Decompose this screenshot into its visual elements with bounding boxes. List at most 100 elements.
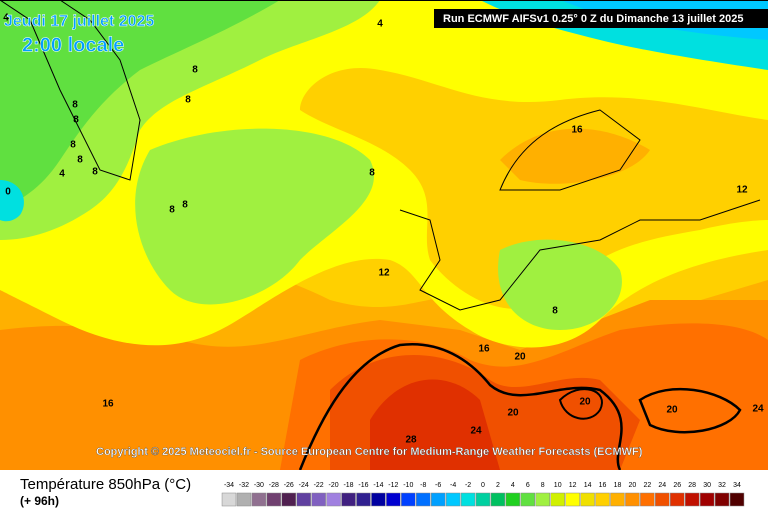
scale-label: 10 — [554, 482, 562, 489]
scale-label: 4 — [511, 482, 515, 489]
scale-label: -2 — [465, 482, 471, 489]
scale-label: -18 — [343, 482, 353, 489]
scale-label: 14 — [584, 482, 592, 489]
scale-swatch — [460, 492, 476, 507]
contour-label: 8 — [192, 65, 198, 76]
scale-label: -34 — [224, 482, 234, 489]
scale-swatch — [520, 492, 536, 507]
scale-label: 30 — [703, 482, 711, 489]
scale-swatch — [341, 492, 356, 507]
scale-swatch — [221, 492, 237, 507]
contour-label: 20 — [507, 408, 519, 419]
scale-swatch — [236, 492, 252, 507]
scale-label: -14 — [373, 482, 383, 489]
contour-label: 16 — [571, 125, 583, 136]
contour-label: 28 — [405, 435, 417, 446]
scale-swatch — [640, 492, 655, 507]
scale-swatch — [326, 492, 341, 507]
contour-labels: 4 4 8 8 8 8 8 8 8 4 0 8 8 8 16 12 12 8 1… — [3, 13, 764, 446]
scale-label: -4 — [450, 482, 456, 489]
contour-label: 8 — [169, 205, 175, 216]
contour-label: 20 — [514, 352, 526, 363]
contour-label: 8 — [77, 155, 83, 166]
scale-swatch — [281, 492, 296, 507]
scale-swatch — [475, 492, 491, 507]
color-scale: -34 -32 -30 -28 -26 -24 -22 -20 -18 -16 -14 -12 -10-… — [221, 482, 745, 507]
contour-label: 0 — [5, 187, 11, 198]
scale-swatch — [565, 492, 580, 507]
scale-swatch — [655, 492, 670, 507]
scale-swatch — [401, 492, 416, 507]
scale-swatch — [684, 492, 700, 507]
contour-label: 24 — [470, 426, 482, 437]
scale-swatch — [580, 492, 595, 507]
scale-label: 24 — [658, 482, 666, 489]
scale-swatch — [266, 492, 282, 507]
scale-label: -12 — [388, 482, 398, 489]
contour-label: 12 — [736, 185, 748, 196]
scale-swatch — [610, 492, 625, 507]
contour-label: 8 — [182, 200, 188, 211]
scale-swatch — [714, 492, 730, 507]
forecast-time: 2:00 locale — [22, 34, 124, 56]
scale-label: 26 — [673, 482, 681, 489]
scale-label: 22 — [643, 482, 651, 489]
scale-label: 0 — [481, 482, 485, 489]
forecast-date: Jeudi 17 juillet 2025 — [4, 13, 154, 30]
scale-swatch — [371, 492, 386, 507]
run-box — [434, 9, 768, 28]
scale-label: -28 — [269, 482, 279, 489]
scale-swatch — [535, 492, 550, 507]
contour-label: 16 — [478, 344, 490, 355]
contour-label: 20 — [579, 397, 591, 408]
scale-swatch — [356, 492, 371, 507]
copyright: Copyright © 2025 Meteociel.fr - Source E… — [96, 446, 643, 458]
scale-label: 8 — [541, 482, 545, 489]
scale-swatch — [505, 492, 521, 507]
scale-swatch — [729, 492, 745, 507]
scale-label: 6 — [526, 482, 530, 489]
scale-swatch — [430, 492, 446, 507]
scale-swatch — [550, 492, 565, 507]
scale-label: 16 — [599, 482, 607, 489]
scale-swatch — [416, 492, 431, 507]
scale-swatch — [445, 492, 461, 507]
scale-swatch — [670, 492, 685, 507]
scale-label: -10 — [403, 482, 413, 489]
contour-label: 8 — [73, 115, 79, 126]
contour-label: 4 — [3, 13, 9, 24]
map — [0, 0, 768, 471]
legend-title: Température 850hPa (°C) — [20, 476, 191, 493]
scale-swatch — [251, 492, 267, 507]
scale-label: 20 — [629, 482, 637, 489]
contour-label: 8 — [92, 167, 98, 178]
contour-label: 24 — [752, 404, 764, 415]
scale-swatch — [595, 492, 610, 507]
scale-label: -20 — [329, 482, 339, 489]
contour-label: 8 — [185, 95, 191, 106]
scale-swatch — [296, 492, 311, 507]
scale-label: -24 — [299, 482, 309, 489]
run-info: Run ECMWF AIFSv1 0.25° 0 Z du Dimanche 1… — [443, 13, 743, 25]
scale-swatch — [490, 492, 506, 507]
scale-label: -8 — [420, 482, 426, 489]
scale-swatch — [699, 492, 715, 507]
contour-label: 4 — [59, 169, 65, 180]
contour-label: 8 — [72, 100, 78, 111]
contour-label: 16 — [102, 399, 114, 410]
scale-label: -32 — [239, 482, 249, 489]
contour-label: 12 — [378, 268, 390, 279]
legend-subtitle: (+ 96h) — [20, 494, 59, 508]
scale-label: 28 — [688, 482, 696, 489]
scale-swatch — [386, 492, 401, 507]
scale-label: -6 — [435, 482, 441, 489]
scale-label: 32 — [718, 482, 726, 489]
scale-label: 34 — [733, 482, 741, 489]
scale-label: 2 — [496, 482, 500, 489]
scale-label: -30 — [254, 482, 264, 489]
contour-label: 8 — [369, 168, 375, 179]
contour-label: 8 — [70, 140, 76, 151]
scale-swatch — [311, 492, 326, 507]
contour-label: 4 — [377, 19, 383, 30]
